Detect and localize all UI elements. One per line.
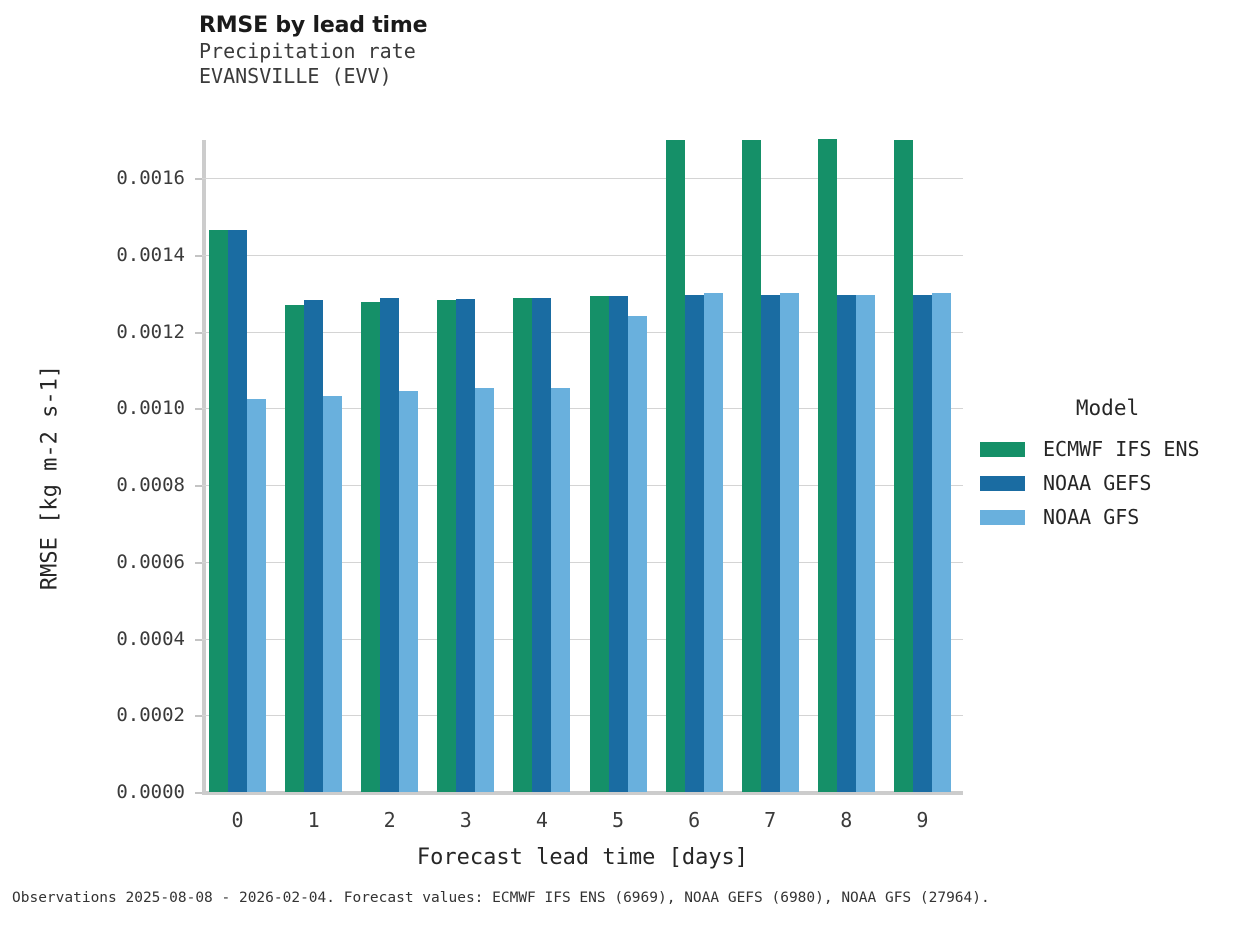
y-axis-tick-mark — [195, 561, 202, 564]
chart-subtitle: Precipitation rate — [199, 39, 416, 63]
bar[interactable] — [741, 140, 761, 792]
y-axis-tick-label: 0.0006 — [116, 550, 185, 573]
legend-swatch-icon — [980, 441, 1025, 457]
y-axis-tick-mark — [195, 178, 202, 181]
bar[interactable] — [513, 298, 533, 792]
y-axis-tick-mark — [195, 331, 202, 334]
legend-swatch-icon — [980, 509, 1025, 525]
x-axis-tick-label: 1 — [307, 808, 320, 832]
legend-item-2[interactable]: NOAA GFS — [980, 500, 1255, 534]
footnote: Observations 2025-08-08 - 2026-02-04. Fo… — [12, 890, 990, 906]
legend-title: Model — [1075, 396, 1140, 420]
y-axis-tick-label: 0.0012 — [116, 320, 185, 343]
x-axis-tick-label: 3 — [459, 808, 472, 832]
bar[interactable] — [817, 139, 837, 792]
y-axis-tick-label: 0.0004 — [116, 627, 185, 650]
x-axis-tick-label: 4 — [535, 808, 548, 832]
bar[interactable] — [285, 304, 305, 792]
legend: Model ECMWF IFS ENS NOAA GEFS NOAA GFS — [980, 396, 1255, 534]
bar[interactable] — [665, 140, 685, 792]
bar[interactable] — [380, 298, 400, 792]
gridline — [202, 485, 963, 487]
bar[interactable] — [209, 229, 228, 792]
gridline — [202, 561, 963, 563]
bar[interactable] — [779, 292, 799, 792]
gridline — [202, 638, 963, 640]
legend-rows: ECMWF IFS ENS NOAA GEFS NOAA GFS — [980, 432, 1255, 534]
x-axis-tick-label: 2 — [383, 808, 396, 832]
y-axis-tick-labels: 0.0000 0.0002 0.0004 0.0006 0.0008 0.0010 0.00… — [45, 0, 185, 928]
bar[interactable] — [437, 300, 457, 792]
legend-item-1[interactable]: NOAA GEFS — [980, 466, 1255, 500]
y-axis-spine — [202, 140, 206, 795]
bar[interactable] — [399, 390, 419, 792]
y-axis-tick-mark — [195, 792, 202, 794]
y-axis-tick-mark — [195, 715, 202, 718]
legend-item-label: ECMWF IFS ENS — [1043, 437, 1200, 461]
legend-item-label: NOAA GFS — [1043, 505, 1140, 529]
y-axis-tick-mark — [195, 638, 202, 641]
y-axis-tick-mark — [195, 255, 202, 258]
bar[interactable] — [247, 398, 266, 792]
bar[interactable] — [703, 293, 723, 792]
x-axis-tick-label: 8 — [840, 808, 853, 832]
bar[interactable] — [855, 294, 875, 792]
x-axis-spine — [202, 791, 963, 795]
gridline — [202, 331, 963, 333]
bar[interactable] — [760, 294, 780, 792]
y-axis-tick-label: 0.0014 — [116, 244, 185, 267]
bar[interactable] — [912, 294, 932, 792]
bar[interactable] — [304, 299, 324, 792]
bar[interactable] — [361, 302, 381, 792]
y-axis-tick-label: 0.0008 — [116, 474, 185, 497]
x-axis-tick-label: 5 — [611, 808, 625, 832]
bar[interactable] — [684, 294, 704, 792]
bar[interactable] — [228, 229, 247, 792]
y-axis-tick-label: 0.0002 — [116, 704, 185, 727]
legend-item-label: NOAA GEFS — [1043, 471, 1152, 495]
bar[interactable] — [608, 295, 628, 792]
bar[interactable] — [323, 395, 343, 792]
x-axis-title: Forecast lead time [days] — [416, 845, 749, 870]
bar[interactable] — [589, 295, 609, 792]
gridline — [202, 178, 963, 180]
y-axis-tick-label: 0.0010 — [116, 397, 185, 420]
bar[interactable] — [931, 292, 951, 792]
x-axis-tick-label: 7 — [764, 808, 777, 832]
gridline — [202, 715, 963, 717]
plot-area — [202, 139, 963, 792]
bar[interactable] — [551, 388, 571, 792]
bar[interactable] — [475, 388, 495, 792]
y-axis-title: RMSE [kg m-2 s-1] — [37, 364, 63, 591]
page-title: RMSE by lead time — [199, 13, 428, 38]
x-axis-tick-label: 9 — [916, 808, 929, 832]
x-axis-tick-label: 6 — [688, 808, 701, 832]
title-block: RMSE by lead time Precipitation rate EVA… — [199, 13, 959, 89]
bar[interactable] — [456, 298, 476, 792]
y-axis-tick-mark — [195, 485, 202, 488]
y-axis-tick-label: 0.0016 — [116, 167, 185, 190]
chart-station-label: EVANSVILLE (EVV) — [199, 64, 392, 88]
bar[interactable] — [627, 316, 647, 792]
bar[interactable] — [532, 298, 552, 792]
legend-swatch-icon — [980, 475, 1025, 491]
gridline — [202, 408, 963, 410]
bar[interactable] — [893, 139, 913, 792]
y-axis-tick-label: 0.0000 — [116, 781, 185, 803]
legend-item-0[interactable]: ECMWF IFS ENS — [980, 432, 1255, 466]
gridline — [202, 255, 963, 257]
bar[interactable] — [836, 294, 856, 792]
y-axis-tick-mark — [195, 408, 202, 411]
x-axis-tick-label: 0 — [231, 808, 244, 832]
